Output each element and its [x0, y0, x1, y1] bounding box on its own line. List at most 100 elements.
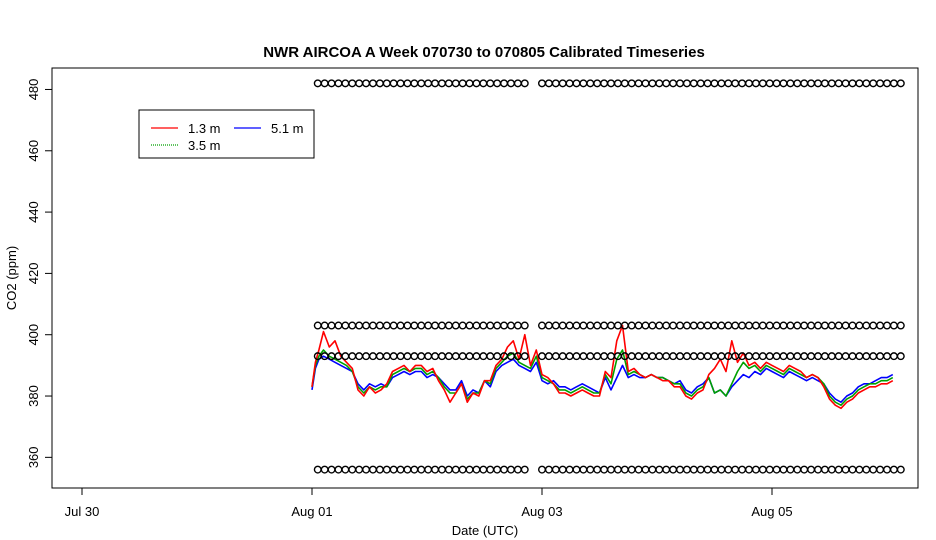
- calibration-marker: [458, 465, 467, 474]
- calibration-marker: [786, 352, 795, 361]
- calibration-marker: [648, 321, 657, 330]
- calibration-marker: [396, 321, 405, 330]
- calibration-marker: [389, 352, 398, 361]
- calibration-marker: [544, 321, 553, 330]
- calibration-marker: [593, 465, 602, 474]
- calibration-marker: [641, 321, 650, 330]
- calibration-marker: [348, 352, 357, 361]
- calibration-marker: [869, 465, 878, 474]
- calibration-marker: [410, 465, 419, 474]
- calibration-marker: [355, 352, 364, 361]
- calibration-marker: [444, 79, 453, 88]
- calibration-marker: [389, 321, 398, 330]
- calibration-marker: [814, 321, 823, 330]
- calibration-marker: [779, 465, 788, 474]
- calibration-marker: [745, 321, 754, 330]
- y-tick-label: 400: [26, 324, 41, 346]
- calibration-marker: [772, 465, 781, 474]
- calibration-marker: [593, 79, 602, 88]
- calibration-marker: [437, 352, 446, 361]
- calibration-marker: [565, 352, 574, 361]
- y-tick-label: 480: [26, 79, 41, 101]
- calibration-marker: [579, 465, 588, 474]
- chart-title: NWR AIRCOA A Week 070730 to 070805 Calib…: [263, 44, 705, 61]
- calibration-marker: [375, 321, 384, 330]
- calibration-marker: [403, 465, 412, 474]
- calibration-marker: [313, 465, 322, 474]
- calibration-marker: [889, 321, 898, 330]
- calibration-marker-layer: [313, 79, 905, 474]
- calibration-marker: [444, 352, 453, 361]
- calibration-marker: [538, 321, 547, 330]
- calibration-marker: [472, 352, 481, 361]
- calibration-marker: [820, 321, 829, 330]
- calibration-marker: [814, 352, 823, 361]
- calibration-marker: [410, 321, 419, 330]
- calibration-marker: [355, 321, 364, 330]
- calibration-marker: [669, 79, 678, 88]
- calibration-marker: [417, 352, 426, 361]
- calibration-marker: [327, 79, 336, 88]
- calibration-marker: [506, 321, 515, 330]
- calibration-marker: [800, 352, 809, 361]
- calibration-marker: [593, 321, 602, 330]
- calibration-marker: [486, 465, 495, 474]
- calibration-marker: [786, 321, 795, 330]
- calibration-marker: [717, 321, 726, 330]
- calibration-marker: [403, 352, 412, 361]
- calibration-marker: [444, 465, 453, 474]
- calibration-marker: [465, 465, 474, 474]
- calibration-marker: [320, 321, 329, 330]
- calibration-marker: [889, 79, 898, 88]
- calibration-marker: [710, 352, 719, 361]
- calibration-marker: [513, 321, 522, 330]
- calibration-marker: [465, 79, 474, 88]
- calibration-marker: [627, 465, 636, 474]
- calibration-marker: [538, 79, 547, 88]
- calibration-marker: [662, 465, 671, 474]
- calibration-marker: [403, 321, 412, 330]
- calibration-marker: [368, 352, 377, 361]
- calibration-marker: [779, 321, 788, 330]
- calibration-marker: [662, 321, 671, 330]
- calibration-marker: [855, 321, 864, 330]
- calibration-marker: [396, 79, 405, 88]
- calibration-marker: [520, 465, 529, 474]
- calibration-marker: [772, 79, 781, 88]
- calibration-marker: [834, 321, 843, 330]
- calibration-marker: [544, 352, 553, 361]
- calibration-marker: [368, 321, 377, 330]
- calibration-marker: [855, 465, 864, 474]
- calibration-marker: [655, 321, 664, 330]
- calibration-marker: [565, 465, 574, 474]
- calibration-marker: [613, 79, 622, 88]
- calibration-marker: [876, 79, 885, 88]
- calibration-marker: [348, 321, 357, 330]
- calibration-marker: [341, 465, 350, 474]
- calibration-marker: [341, 321, 350, 330]
- calibration-marker: [424, 352, 433, 361]
- calibration-marker: [600, 352, 609, 361]
- calibration-marker: [451, 465, 460, 474]
- calibration-marker: [758, 79, 767, 88]
- calibration-marker: [820, 352, 829, 361]
- calibration-marker: [431, 352, 440, 361]
- calibration-marker: [634, 321, 643, 330]
- calibration-marker: [689, 352, 698, 361]
- calibration-marker: [793, 465, 802, 474]
- calibration-marker: [682, 79, 691, 88]
- calibration-marker: [334, 321, 343, 330]
- calibration-marker: [613, 321, 622, 330]
- calibration-marker: [738, 465, 747, 474]
- calibration-marker: [479, 79, 488, 88]
- calibration-marker: [800, 465, 809, 474]
- y-axis-label: CO2 (ppm): [4, 246, 19, 310]
- y-tick-label: 460: [26, 140, 41, 162]
- y-tick-label: 380: [26, 385, 41, 407]
- calibration-marker: [876, 465, 885, 474]
- calibration-marker: [745, 79, 754, 88]
- calibration-marker: [327, 465, 336, 474]
- calibration-marker: [465, 321, 474, 330]
- calibration-marker: [558, 79, 567, 88]
